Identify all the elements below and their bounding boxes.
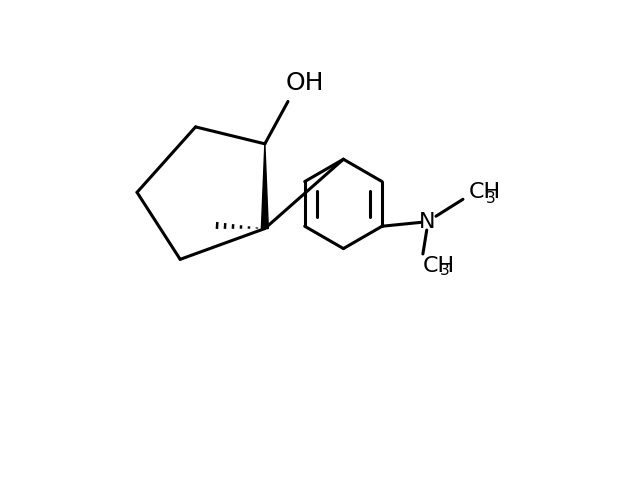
Text: CH: CH [423,256,455,276]
Text: 3: 3 [440,264,449,278]
Text: N: N [419,212,435,232]
Polygon shape [261,144,268,228]
Text: OH: OH [285,72,324,96]
Text: 3: 3 [486,191,496,206]
Text: CH: CH [469,182,501,203]
